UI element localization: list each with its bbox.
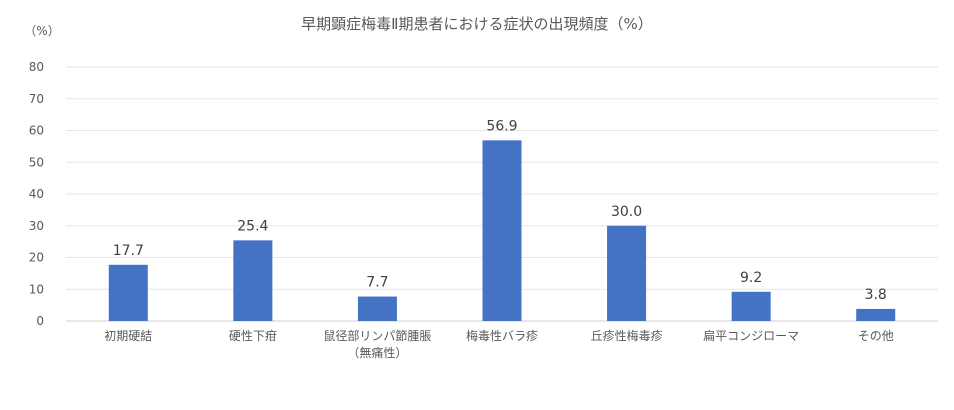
bar (731, 291, 771, 321)
y-tick-label: 50 (29, 155, 44, 169)
x-category-label: 初期硬結 (104, 329, 152, 343)
bar (856, 308, 896, 321)
x-category-label: 扁平コンジローマ (703, 329, 799, 343)
y-tick-label: 40 (29, 187, 44, 201)
y-axis-ticks: 0 10 20 30 40 50 60 70 80 (29, 60, 44, 328)
y-axis-unit-label: （%） (24, 24, 59, 38)
y-tick-label: 0 (36, 314, 44, 328)
data-label: 7.7 (366, 275, 388, 291)
data-label: 3.8 (865, 287, 887, 303)
bar (607, 225, 647, 321)
bar (482, 140, 522, 321)
data-label: 30.0 (611, 204, 642, 220)
x-category-label: 梅毒性バラ疹 (466, 328, 538, 343)
y-tick-label: 20 (29, 251, 44, 265)
bar (233, 240, 273, 321)
x-category-label: その他 (858, 329, 894, 343)
data-label: 56.9 (486, 118, 517, 134)
x-category-label: 硬性下疳 (229, 328, 277, 343)
y-tick-label: 10 (29, 282, 44, 296)
data-label: 9.2 (740, 270, 762, 286)
x-category-label: 丘疹性梅毒疹 (591, 328, 663, 343)
category-labels: 初期硬結 硬性下疳 鼠径部リンパ節腫脹 （無痛性） 梅毒性バラ疹 丘疹性梅毒疹 扁平コンジロ… (104, 328, 893, 360)
y-tick-label: 80 (29, 60, 44, 74)
bar (108, 264, 148, 321)
data-label: 25.4 (237, 218, 268, 234)
y-tick-label: 70 (29, 92, 44, 106)
y-tick-label: 60 (29, 124, 44, 138)
x-category-label: 鼠径部リンパ節腫脹 (323, 328, 431, 343)
bars (108, 140, 896, 321)
data-labels: 17.7 25.4 7.7 56.9 30.0 9.2 3.8 (113, 118, 887, 303)
data-label: 17.7 (113, 243, 144, 259)
x-category-label: （無痛性） (347, 345, 407, 360)
y-tick-label: 30 (29, 219, 44, 233)
chart-title: 早期顕症梅毒Ⅱ期患者における症状の出現頻度（%） (301, 15, 653, 33)
bar (357, 296, 397, 321)
